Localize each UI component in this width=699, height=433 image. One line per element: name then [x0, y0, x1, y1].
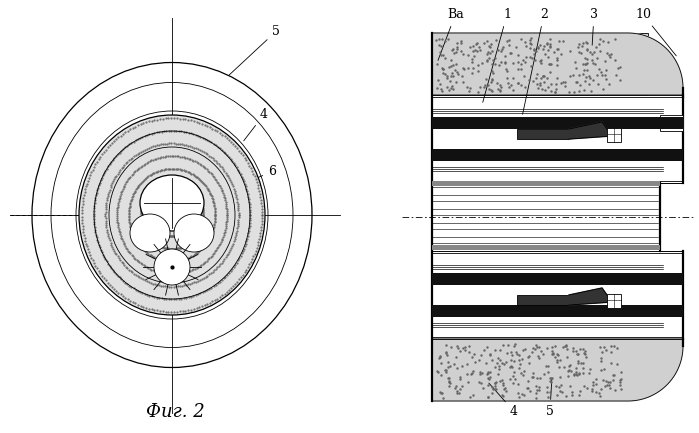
Text: Фиг. 2: Фиг. 2 — [145, 403, 204, 421]
Bar — [432, 33, 648, 95]
Bar — [432, 305, 683, 317]
Text: 8: 8 — [192, 275, 240, 304]
Ellipse shape — [79, 115, 265, 315]
Polygon shape — [569, 288, 612, 305]
Bar — [432, 33, 648, 95]
Text: 1: 1 — [483, 8, 511, 102]
Bar — [432, 273, 683, 285]
Bar — [432, 181, 660, 186]
Bar — [517, 295, 569, 305]
Text: 2: 2 — [523, 8, 548, 114]
Bar — [660, 115, 683, 131]
Text: 10: 10 — [635, 8, 676, 56]
Bar — [607, 294, 621, 308]
Text: 6: 6 — [206, 165, 276, 200]
Ellipse shape — [130, 214, 170, 252]
Bar — [517, 129, 569, 139]
Text: 4: 4 — [489, 383, 518, 418]
Polygon shape — [432, 33, 683, 95]
Text: 5: 5 — [546, 379, 554, 418]
Text: 5: 5 — [229, 25, 280, 75]
Text: 3: 3 — [590, 8, 598, 45]
Polygon shape — [569, 122, 612, 139]
Ellipse shape — [174, 214, 214, 252]
Text: 7: 7 — [230, 238, 262, 252]
Polygon shape — [432, 339, 683, 401]
Bar — [432, 245, 660, 250]
Ellipse shape — [154, 249, 190, 285]
Text: 4: 4 — [244, 108, 268, 141]
Text: Ва: Ва — [438, 8, 463, 60]
Ellipse shape — [140, 175, 204, 231]
Bar — [432, 117, 683, 129]
Bar — [432, 149, 683, 161]
Bar — [607, 128, 621, 142]
